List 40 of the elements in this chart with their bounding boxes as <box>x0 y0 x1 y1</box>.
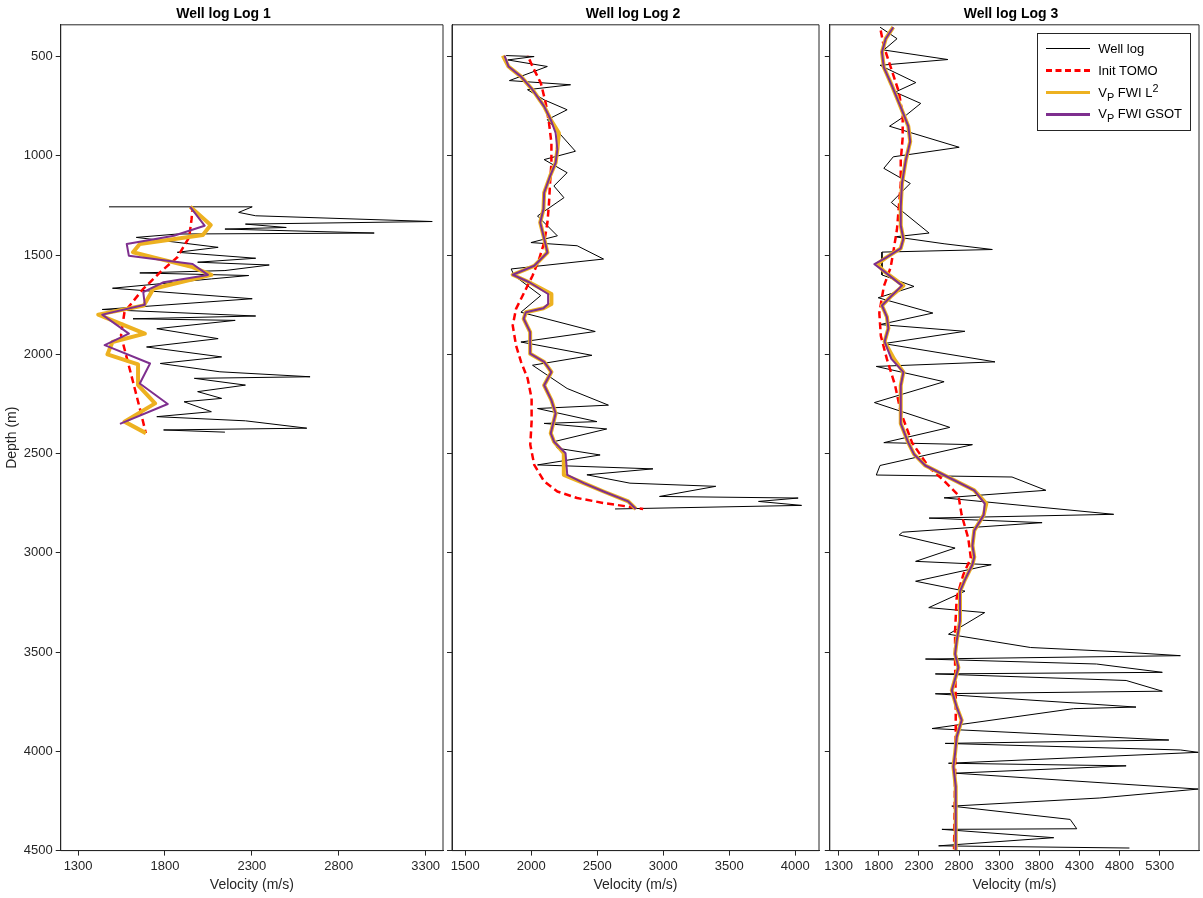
x-tick-label: 2500 <box>582 857 612 873</box>
x-tick-label: 4300 <box>1064 857 1094 873</box>
legend-label: V$_{P}$ FWI GSOT <box>1098 106 1182 124</box>
y-tick-label: 4500 <box>23 842 53 858</box>
x-tick-label: 4800 <box>1105 857 1134 873</box>
y-tick-label: 4000 <box>23 742 53 758</box>
y-tick-label: 500 <box>31 48 53 64</box>
x-axis-title: Velocity (m/s) <box>972 876 1057 893</box>
legend-label: Init TOMO <box>1098 63 1158 79</box>
x-tick-label: 2000 <box>516 857 546 873</box>
x-tick-label: 3300 <box>411 857 441 873</box>
x-tick-label: 1300 <box>824 857 854 873</box>
x-axis-title: Velocity (m/s) <box>209 876 294 893</box>
x-tick-label: 1800 <box>864 857 894 873</box>
y-tick-label: 3000 <box>23 544 53 560</box>
x-tick-label: 3500 <box>714 857 744 873</box>
x-tick-label: 2300 <box>237 857 267 873</box>
y-axis-title: Depth (m) <box>3 406 20 469</box>
x-tick-label: 2300 <box>904 857 934 873</box>
x-tick-label: 4000 <box>780 857 810 873</box>
chart-title: Well log Log 2 <box>585 5 681 22</box>
x-tick-label: 5300 <box>1145 857 1175 873</box>
legend-label: V$_{P}$ FWI L$^{2}$ <box>1098 82 1159 104</box>
legend-label: Well log <box>1098 41 1145 57</box>
y-tick-label: 1500 <box>23 246 53 262</box>
x-tick-label: 2800 <box>324 857 354 873</box>
chart-title: Well log Log 3 <box>963 5 1059 22</box>
x-tick-label: 2800 <box>944 857 974 873</box>
x-axis-title: Velocity (m/s) <box>593 876 678 893</box>
x-tick-label: 1500 <box>450 857 480 873</box>
y-tick-label: 2000 <box>23 345 53 361</box>
x-tick-label: 3800 <box>1024 857 1054 873</box>
x-tick-label: 1300 <box>63 857 93 873</box>
x-tick-label: 3000 <box>648 857 678 873</box>
chart-title: Well log Log 1 <box>176 5 272 22</box>
y-tick-label: 2500 <box>23 445 53 461</box>
x-tick-label: 3300 <box>984 857 1014 873</box>
y-tick-label: 3500 <box>23 643 53 659</box>
y-tick-label: 1000 <box>23 147 53 163</box>
x-tick-label: 1800 <box>150 857 180 873</box>
